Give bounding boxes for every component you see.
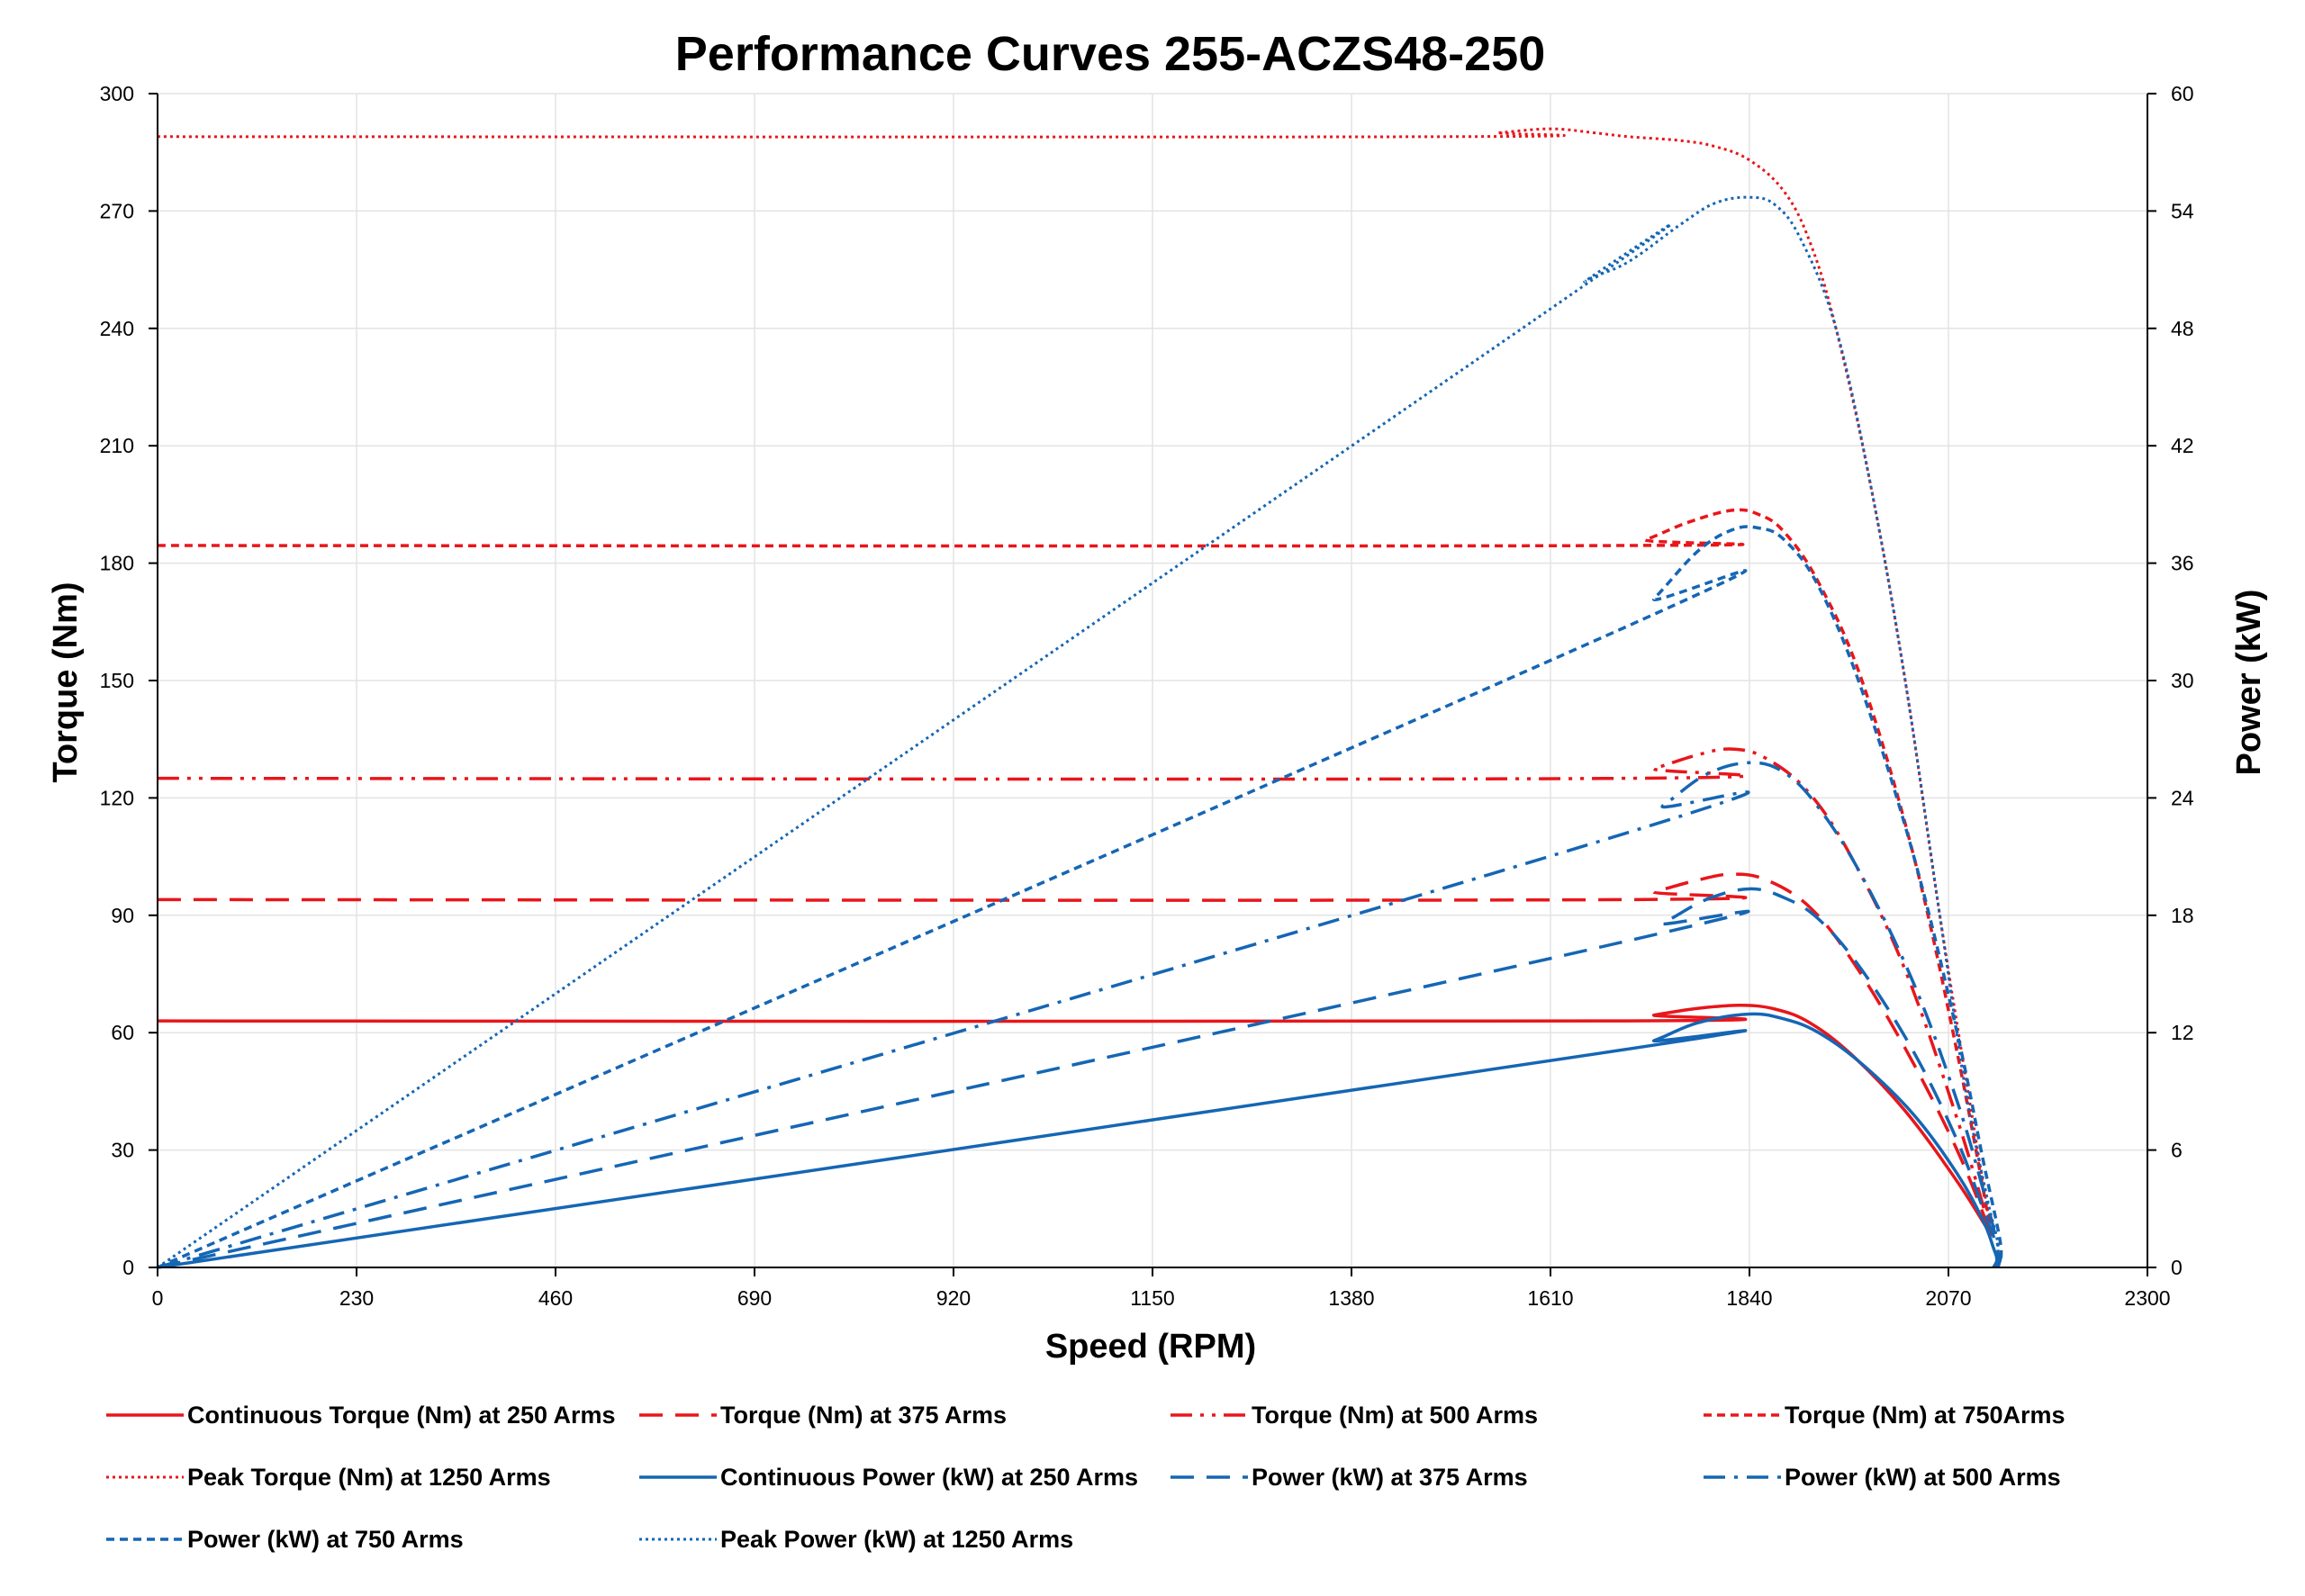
legend-label: Torque (Nm) at 750Arms <box>1785 1402 2065 1429</box>
y2-tick-label: 42 <box>2171 434 2194 457</box>
legend-label: Continuous Power (kW) at 250 Arms <box>720 1464 1138 1491</box>
series-line-2 <box>157 872 1993 1237</box>
x-tick-label: 460 <box>538 1286 573 1310</box>
series-line-1 <box>157 1004 1993 1238</box>
x-tick-label: 1610 <box>1527 1286 1573 1310</box>
legend-label: Peak Torque (Nm) at 1250 Arms <box>187 1464 551 1491</box>
axes <box>149 93 2156 1276</box>
y-tick-label: 270 <box>100 199 134 222</box>
y2-tick-label: 18 <box>2171 904 2194 927</box>
y-tick-label: 300 <box>100 82 134 105</box>
series-line-9 <box>157 525 2003 1269</box>
y2-tick-label: 54 <box>2171 199 2194 222</box>
y-tick-label: 90 <box>111 904 134 927</box>
y-tick-label: 0 <box>122 1256 134 1279</box>
legend-item: Power (kW) at 500 Arms <box>1704 1464 2061 1491</box>
legend-item: Peak Power (kW) at 1250 Arms <box>639 1526 1073 1553</box>
y-tick-label: 30 <box>111 1139 134 1162</box>
x-tick-label: 1840 <box>1726 1286 1772 1310</box>
y-tick-labels: 0 30 60 90 120 150 180 210 240 270 300 <box>100 82 134 1279</box>
y2-tick-label: 24 <box>2171 786 2194 809</box>
legend-item: Continuous Torque (Nm) at 250 Arms <box>106 1402 616 1429</box>
series-line-7 <box>157 887 2001 1269</box>
series-line-4 <box>157 508 1993 1237</box>
legend: Continuous Torque (Nm) at 250 Arms Torque… <box>106 1402 2065 1553</box>
series-line-10 <box>157 195 2000 1269</box>
legend-item: Torque (Nm) at 500 Arms <box>1171 1402 1538 1429</box>
legend-item: Torque (Nm) at 750Arms <box>1704 1402 2065 1429</box>
x-tick-label: 0 <box>152 1286 164 1310</box>
series-line-8 <box>157 761 2002 1269</box>
x-tick-label: 1150 <box>1130 1286 1174 1310</box>
x-tick-label: 2300 <box>2124 1286 2170 1310</box>
legend-label: Power (kW) at 750 Arms <box>187 1526 464 1553</box>
legend-label: Power (kW) at 500 Arms <box>1785 1464 2061 1491</box>
y-axis-title: Torque (Nm) <box>47 582 85 782</box>
x-tick-labels: 0 230 460 690 920 1150 1380 1610 1840 2070 2300 <box>152 1286 2171 1310</box>
y2-tick-label: 60 <box>2171 82 2194 105</box>
y-tick-label: 210 <box>100 434 134 457</box>
legend-label: Peak Power (kW) at 1250 Arms <box>720 1526 1073 1553</box>
y2-tick-label: 30 <box>2171 669 2194 692</box>
legend-item: Continuous Power (kW) at 250 Arms <box>639 1464 1138 1491</box>
x-tick-label: 690 <box>737 1286 772 1310</box>
series-lines <box>157 127 2003 1269</box>
legend-label: Torque (Nm) at 375 Arms <box>720 1402 1007 1429</box>
y2-tick-label: 36 <box>2171 552 2194 575</box>
legend-item: Torque (Nm) at 375 Arms <box>639 1402 1007 1429</box>
chart-title: Performance Curves 255-ACZS48-250 <box>675 27 1545 81</box>
x-tick-label: 1380 <box>1328 1286 1374 1310</box>
y2-tick-labels: 0 6 12 18 24 30 36 42 48 54 60 <box>2171 82 2194 1279</box>
y2-tick-label: 48 <box>2171 317 2194 340</box>
legend-item: Power (kW) at 375 Arms <box>1171 1464 1528 1491</box>
legend-label: Torque (Nm) at 500 Arms <box>1252 1402 1538 1429</box>
legend-item: Power (kW) at 750 Arms <box>106 1526 464 1553</box>
x-axis-title: Speed (RPM) <box>1045 1328 1256 1366</box>
y-tick-label: 240 <box>100 317 134 340</box>
y-tick-label: 150 <box>100 669 134 692</box>
y2-tick-label: 6 <box>2171 1139 2183 1162</box>
legend-label: Power (kW) at 375 Arms <box>1252 1464 1528 1491</box>
x-tick-label: 2070 <box>1925 1286 1971 1310</box>
y-tick-label: 60 <box>111 1021 134 1044</box>
grid <box>158 93 2148 1267</box>
y-tick-label: 180 <box>100 552 134 575</box>
x-tick-label: 920 <box>936 1286 971 1310</box>
y2-axis-title: Power (kW) <box>2230 590 2268 776</box>
y-tick-label: 120 <box>100 786 134 809</box>
series-line-3 <box>157 747 1993 1237</box>
series-line-6 <box>157 1012 1999 1269</box>
y2-tick-label: 0 <box>2171 1256 2183 1279</box>
legend-item: Peak Torque (Nm) at 1250 Arms <box>106 1464 551 1491</box>
x-tick-label: 230 <box>339 1286 374 1310</box>
series-line-5 <box>157 127 1993 1237</box>
legend-label: Continuous Torque (Nm) at 250 Arms <box>187 1402 616 1429</box>
y2-tick-label: 12 <box>2171 1021 2194 1044</box>
